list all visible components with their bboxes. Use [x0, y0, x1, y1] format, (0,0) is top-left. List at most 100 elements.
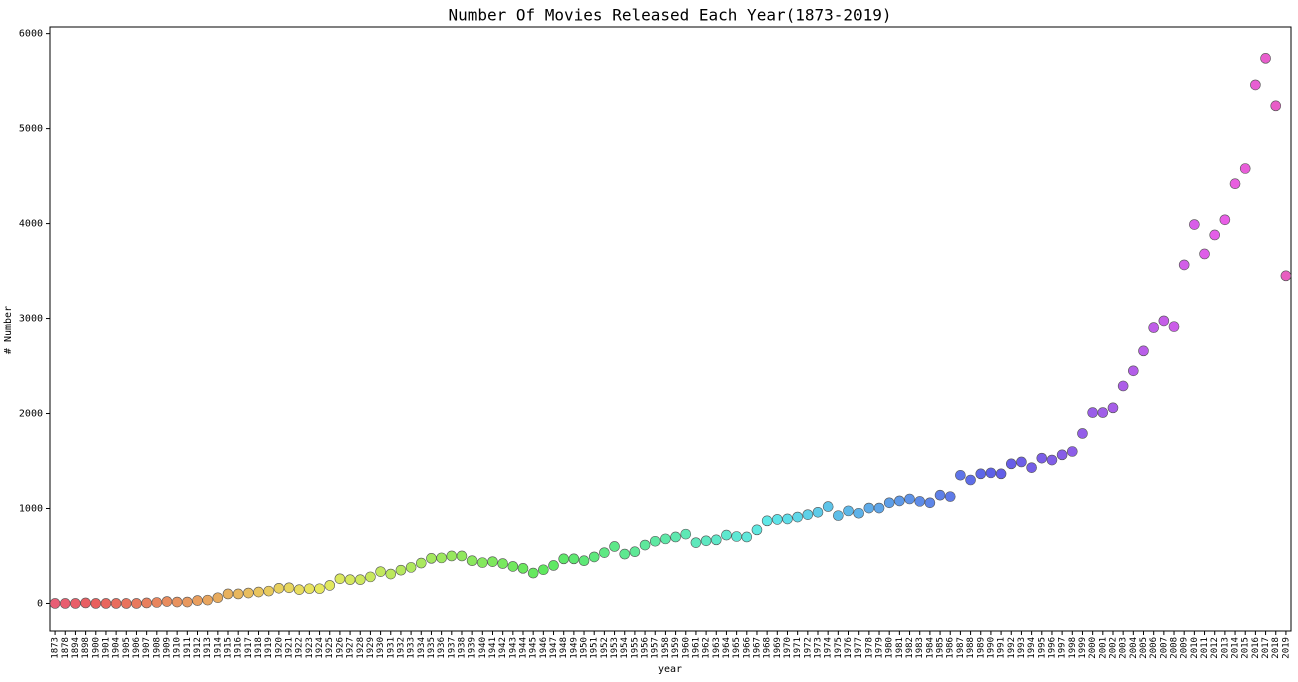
x-tick-label: 1980 [885, 637, 895, 659]
chart-title: Number Of Movies Released Each Year(1873… [448, 6, 891, 25]
x-tick-label: 1976 [844, 637, 854, 659]
point [263, 585, 275, 597]
point [894, 495, 905, 507]
x-tick-label: 1927 [346, 637, 356, 659]
point [1148, 322, 1159, 333]
point [731, 531, 742, 542]
point [426, 553, 437, 564]
point [710, 534, 722, 546]
point [354, 574, 366, 586]
x-tick-label: 1977 [854, 637, 864, 659]
y-tick-label: 5000 [19, 124, 43, 135]
point [304, 583, 315, 595]
point [1128, 365, 1139, 377]
x-tick-label: 1923 [305, 637, 315, 659]
point [660, 533, 671, 545]
point [680, 528, 692, 540]
point [619, 548, 631, 560]
point [538, 564, 549, 576]
x-tick-label: 1909 [162, 637, 172, 659]
x-tick-label: 1940 [478, 637, 488, 659]
point [80, 597, 91, 609]
point [90, 598, 102, 609]
x-tick-label: 1907 [142, 637, 152, 659]
x-tick-label: 1964 [722, 637, 732, 659]
x-tick-label: 2014 [1231, 637, 1241, 659]
point [507, 561, 519, 572]
x-tick-label: 1954 [620, 637, 630, 659]
point [761, 515, 773, 527]
point [182, 596, 193, 608]
x-tick-label: 1937 [447, 637, 457, 659]
x-tick-label: 1997 [1058, 637, 1068, 659]
point [415, 557, 427, 569]
x-tick-label: 1905 [122, 637, 132, 659]
x-tick-label: 1914 [213, 637, 223, 659]
point [395, 564, 407, 576]
point [690, 537, 702, 548]
x-tick-label: 1957 [651, 637, 661, 659]
x-tick-label: 2005 [1139, 637, 1149, 659]
x-tick-label: 1936 [437, 637, 447, 659]
point [100, 598, 112, 609]
point [70, 598, 81, 609]
point [344, 574, 356, 586]
x-tick-label: 2008 [1170, 637, 1180, 659]
point [772, 514, 783, 525]
y-axis-label: # Number [3, 306, 14, 354]
point [670, 531, 681, 543]
point [904, 493, 915, 505]
point [924, 497, 936, 509]
x-tick-label: 2012 [1210, 637, 1220, 659]
x-tick-label: 1934 [417, 637, 427, 659]
point [588, 551, 600, 563]
point [1229, 178, 1241, 189]
point [700, 535, 712, 547]
x-tick-label: 1925 [325, 637, 335, 659]
x-tick-label: 1941 [488, 637, 498, 659]
point [568, 553, 580, 565]
x-tick-label: 1984 [925, 637, 935, 659]
y-tick-label: 3000 [19, 314, 43, 325]
point [232, 588, 244, 600]
x-tick-label: 2009 [1180, 637, 1190, 659]
point [1117, 380, 1129, 392]
x-tick-label: 1974 [824, 637, 834, 659]
x-tick-label: 1993 [1017, 637, 1027, 659]
point [253, 586, 264, 598]
point [1219, 214, 1231, 226]
x-tick-label: 1962 [702, 637, 712, 659]
point [141, 597, 152, 609]
x-tick-label: 1913 [203, 637, 213, 659]
point [751, 524, 763, 536]
y-tick-label: 1000 [19, 503, 43, 514]
point [863, 502, 875, 514]
point [222, 588, 234, 600]
point [599, 547, 610, 558]
x-tick-label: 2017 [1261, 637, 1271, 659]
x-tick-label: 1873 [51, 637, 61, 659]
point [202, 594, 213, 606]
x-tick-label: 1911 [183, 637, 193, 659]
x-tick-label: 1921 [285, 637, 295, 659]
point [1066, 446, 1078, 457]
x-tick-label: 1989 [976, 637, 986, 659]
x-tick-label: 1972 [803, 637, 813, 659]
x-tick-label: 2013 [1220, 637, 1230, 659]
point [975, 468, 987, 480]
x-tick-label: 1919 [264, 637, 274, 659]
point [497, 558, 508, 569]
point [334, 573, 346, 585]
point [212, 592, 224, 604]
x-tick-label: 1963 [712, 637, 722, 659]
x-tick-label: 1952 [600, 637, 610, 659]
point [446, 550, 458, 562]
point [375, 566, 386, 577]
x-tick-label: 2004 [1129, 637, 1139, 659]
point [1107, 402, 1119, 414]
x-axis-label: year [658, 664, 682, 675]
point [1097, 407, 1109, 418]
x-tick-label: 1898 [81, 637, 91, 659]
x-tick-label: 1983 [915, 637, 925, 659]
x-tick-label: 1928 [356, 637, 366, 659]
